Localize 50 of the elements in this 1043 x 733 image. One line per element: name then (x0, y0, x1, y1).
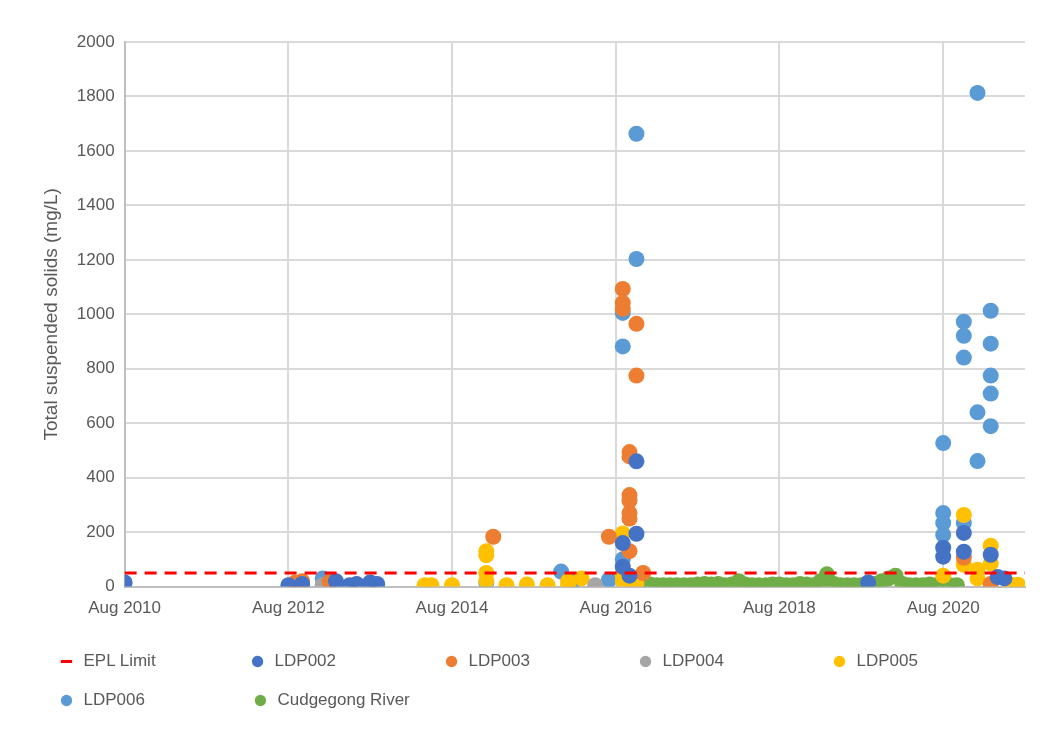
point (628, 251, 645, 268)
point (614, 280, 631, 297)
y-tick-label: 1800 (76, 86, 115, 106)
point (982, 546, 999, 563)
y-tick-label: 400 (86, 467, 115, 487)
x-tick-label: Aug 2016 (579, 598, 653, 618)
y-tick-label: 200 (86, 521, 115, 541)
point (628, 315, 645, 332)
point (982, 367, 999, 384)
point (982, 335, 999, 352)
y-tick-label: 1000 (76, 303, 115, 323)
y-axis-title: Total suspended solids (mg/L) (39, 188, 61, 441)
point (955, 349, 972, 366)
point (628, 453, 645, 470)
point (955, 313, 972, 330)
point (982, 385, 999, 402)
legend-label: LDP002 (274, 651, 422, 671)
y-tick-label: 600 (86, 412, 115, 432)
point (628, 367, 645, 384)
x-tick-label: Aug 2018 (743, 598, 816, 618)
point (628, 525, 645, 542)
x-tick-label: Aug 2012 (252, 598, 325, 618)
point (955, 543, 972, 560)
point (982, 418, 999, 435)
point (955, 524, 972, 541)
x-tick-label: Aug 2020 (906, 598, 980, 618)
y-tick-label: 1400 (76, 195, 115, 215)
legend-label: LDP004 (662, 651, 809, 671)
point (969, 404, 986, 421)
x-tick-label: Aug 2010 (88, 598, 162, 618)
legend-label: Cudgegong River (277, 690, 453, 710)
legend-label: LDP003 (468, 651, 615, 671)
y-tick-label: 1200 (76, 249, 115, 269)
point (969, 453, 986, 470)
x-tick-label: Aug 2014 (415, 598, 489, 618)
legend-label: LDP005 (856, 651, 1003, 671)
point (955, 327, 972, 344)
point (955, 506, 972, 523)
y-tick-label: 2000 (76, 31, 115, 51)
y-tick-label: 1600 (76, 140, 115, 160)
legend-label: LDP006 (83, 690, 230, 710)
y-tick-label: 800 (86, 358, 115, 378)
point (935, 435, 952, 452)
point (327, 573, 344, 587)
point (485, 528, 502, 545)
point (982, 302, 999, 319)
point (600, 528, 617, 545)
point (614, 338, 631, 355)
y-tick-label: 0 (105, 576, 115, 596)
legend-label: EPL Limit (83, 651, 227, 671)
